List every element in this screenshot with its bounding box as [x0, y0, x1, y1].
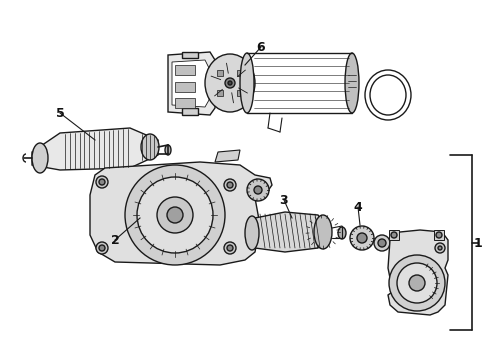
Polygon shape — [182, 52, 198, 58]
Circle shape — [125, 165, 225, 265]
Bar — [217, 70, 223, 76]
Circle shape — [96, 176, 108, 188]
Polygon shape — [388, 230, 448, 315]
Bar — [175, 65, 195, 75]
Bar — [237, 70, 243, 76]
Ellipse shape — [374, 235, 390, 251]
Circle shape — [225, 78, 235, 88]
Circle shape — [438, 246, 442, 250]
Bar — [217, 90, 223, 96]
Bar — [395, 243, 401, 248]
Polygon shape — [90, 162, 272, 265]
Circle shape — [378, 239, 386, 247]
Circle shape — [357, 233, 367, 243]
Bar — [237, 90, 243, 96]
Bar — [175, 98, 195, 108]
Ellipse shape — [247, 179, 269, 201]
Circle shape — [227, 245, 233, 251]
Ellipse shape — [141, 134, 159, 160]
Circle shape — [436, 232, 442, 238]
Ellipse shape — [165, 145, 171, 155]
Text: 4: 4 — [354, 201, 363, 213]
Circle shape — [391, 232, 397, 238]
Polygon shape — [172, 60, 209, 107]
Circle shape — [227, 182, 233, 188]
Circle shape — [137, 177, 213, 253]
Text: 3: 3 — [280, 194, 288, 207]
Circle shape — [409, 275, 425, 291]
Ellipse shape — [314, 215, 332, 249]
Ellipse shape — [345, 53, 359, 113]
Circle shape — [99, 179, 105, 185]
Ellipse shape — [370, 75, 406, 115]
Bar — [389, 230, 399, 240]
Text: 5: 5 — [56, 107, 64, 120]
Circle shape — [254, 186, 262, 194]
Text: 1: 1 — [474, 237, 482, 249]
Circle shape — [389, 255, 445, 311]
Ellipse shape — [205, 54, 255, 112]
Text: 6: 6 — [257, 41, 265, 54]
Ellipse shape — [240, 53, 254, 113]
Text: 2: 2 — [111, 234, 120, 247]
Circle shape — [435, 243, 445, 253]
Circle shape — [224, 179, 236, 191]
Ellipse shape — [32, 143, 48, 173]
Circle shape — [397, 263, 437, 303]
Bar — [434, 230, 444, 240]
Polygon shape — [250, 212, 325, 252]
Circle shape — [157, 197, 193, 233]
Ellipse shape — [338, 227, 346, 239]
Circle shape — [99, 245, 105, 251]
Bar — [392, 240, 402, 248]
Circle shape — [228, 81, 232, 85]
Ellipse shape — [245, 216, 259, 250]
Ellipse shape — [350, 226, 374, 250]
Circle shape — [96, 242, 108, 254]
Polygon shape — [182, 108, 198, 115]
Circle shape — [167, 207, 183, 223]
Polygon shape — [32, 128, 158, 170]
Circle shape — [224, 242, 236, 254]
Bar — [175, 82, 195, 92]
Ellipse shape — [365, 70, 411, 120]
Polygon shape — [215, 150, 240, 162]
Polygon shape — [168, 52, 215, 115]
